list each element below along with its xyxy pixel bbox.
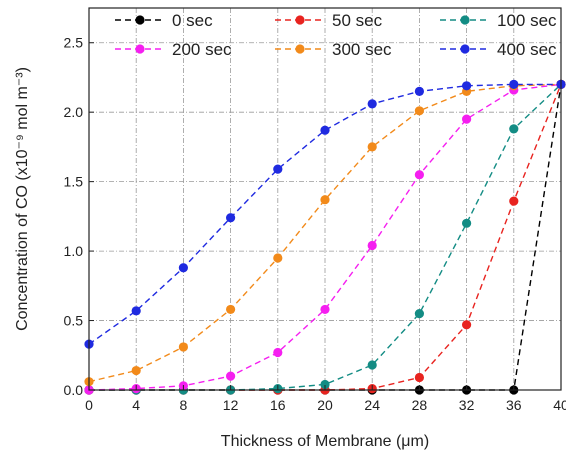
- data-point-300-sec: [178, 342, 188, 352]
- y-tick-label: 2.5: [64, 35, 84, 51]
- data-point-200-sec: [414, 170, 424, 180]
- series-line-200-sec: [88, 83, 562, 391]
- x-tick-label: 28: [412, 397, 428, 413]
- data-point-400-sec: [131, 306, 141, 316]
- series-line-400-sec: [88, 83, 561, 345]
- data-point-100-sec: [509, 124, 519, 134]
- data-point-300-sec: [367, 142, 377, 152]
- x-tick-label: 32: [459, 397, 475, 413]
- data-point-400-sec: [462, 81, 472, 91]
- axes: 0 4 8 12 16 20 24 28 32 36 40 0.0 0.5 1.0 1.5 2.0 2.5: [64, 35, 566, 413]
- x-tick-label: 20: [317, 397, 333, 413]
- data-point-200-sec: [273, 347, 283, 358]
- y-axis-title: Concentration of CO (x10⁻⁹ mol m⁻³): [14, 67, 31, 331]
- x-tick-label: 0: [85, 397, 93, 413]
- data-point-100-sec: [462, 218, 472, 228]
- x-axis-title: Thickness of Membrane (μm): [221, 433, 429, 450]
- legend-item: 50 sec: [275, 11, 383, 30]
- x-tick-label: 4: [132, 397, 140, 413]
- legend-marker: [135, 15, 145, 25]
- y-tick-label: 0.5: [64, 313, 84, 329]
- data-point-300-sec: [414, 106, 424, 116]
- legend-item: 100 sec: [440, 11, 557, 30]
- data-point-200-sec: [462, 114, 472, 124]
- data-point-200-sec: [320, 304, 330, 315]
- series-line-100-sec: [89, 83, 562, 391]
- data-point-300-sec: [320, 195, 330, 205]
- x-tick-label: 40: [553, 397, 566, 413]
- data-point-400-sec: [320, 125, 330, 135]
- data-point-200-sec: [367, 240, 377, 251]
- legend-label: 300 sec: [332, 40, 392, 59]
- legend-label: 0 sec: [172, 11, 213, 30]
- data-point-50-sec: [462, 320, 472, 330]
- legend-label: 50 sec: [332, 11, 383, 30]
- data-point-100-sec: [320, 379, 330, 390]
- x-tick-label: 16: [270, 397, 286, 413]
- data-point-50-sec: [509, 196, 519, 206]
- data-point-400-sec: [178, 263, 188, 273]
- legend-marker: [295, 44, 305, 54]
- series-line-300-sec: [88, 83, 562, 383]
- data-point-50-sec: [414, 372, 424, 383]
- data-point-400-sec: [509, 79, 519, 89]
- data-point-400-sec: [273, 164, 283, 174]
- data-point-400-sec: [367, 99, 377, 109]
- legend-marker: [460, 15, 470, 25]
- x-tick-label: 8: [180, 397, 188, 413]
- legend-item: 0 sec: [115, 11, 213, 30]
- legend-item: 300 sec: [275, 40, 392, 59]
- legend-item: 400 sec: [440, 40, 557, 59]
- data-point-400-sec: [414, 86, 424, 96]
- legend-label: 100 sec: [497, 11, 557, 30]
- data-point-100-sec: [414, 309, 424, 319]
- legend-label: 200 sec: [172, 40, 232, 59]
- data-point-300-sec: [131, 365, 141, 376]
- legend-item: 200 sec: [115, 40, 232, 59]
- data-point-300-sec: [273, 253, 283, 263]
- x-tick-label: 36: [506, 397, 522, 413]
- x-tick-label: 24: [364, 397, 380, 413]
- legend-marker: [135, 44, 145, 54]
- y-tick-label: 2.0: [64, 104, 84, 120]
- legend: 0 sec 50 sec 100 sec 200 sec 300 sec 400 sec: [115, 11, 557, 59]
- data-point-100-sec: [367, 360, 377, 370]
- x-tick-label: 12: [223, 397, 239, 413]
- y-tick-label: 1.0: [64, 243, 84, 259]
- legend-label: 400 sec: [497, 40, 557, 59]
- legend-marker: [295, 15, 305, 25]
- data-point-200-sec: [226, 371, 236, 381]
- series-layer: [84, 79, 566, 395]
- legend-marker: [460, 44, 470, 54]
- y-tick-label: 1.5: [64, 174, 84, 190]
- data-point-300-sec: [226, 304, 236, 315]
- y-tick-label: 0.0: [64, 382, 84, 398]
- data-point-400-sec: [226, 213, 236, 223]
